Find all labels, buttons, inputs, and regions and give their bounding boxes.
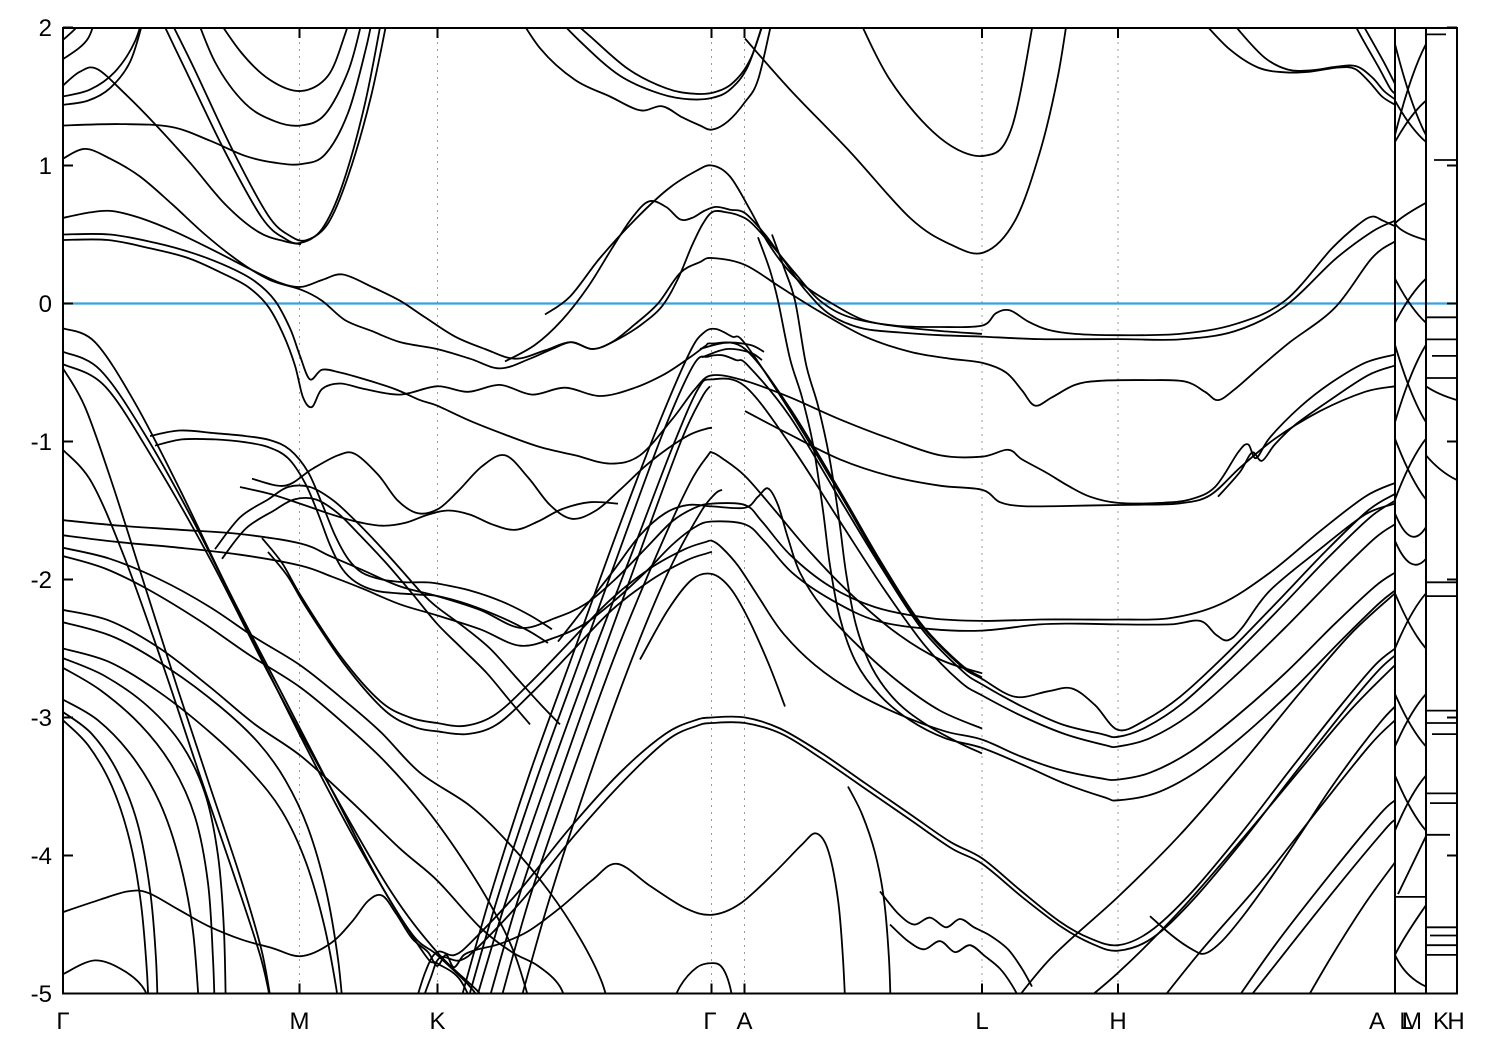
svg-text:M: M	[1402, 1008, 1422, 1035]
svg-text:K: K	[429, 1008, 445, 1035]
svg-text:2: 2	[39, 15, 52, 42]
svg-text:L: L	[975, 1008, 988, 1035]
svg-text:-3: -3	[31, 705, 52, 732]
svg-text:L: L	[1399, 1008, 1412, 1035]
svg-text:0: 0	[39, 291, 52, 318]
svg-text:H: H	[1109, 1008, 1126, 1035]
svg-text:K: K	[1433, 1008, 1449, 1035]
svg-text:1: 1	[39, 153, 52, 180]
svg-text:-4: -4	[31, 843, 52, 870]
svg-text:H: H	[1447, 1008, 1464, 1035]
svg-text:M: M	[290, 1008, 310, 1035]
svg-text:Γ: Γ	[703, 1008, 716, 1035]
svg-text:A: A	[1369, 1008, 1385, 1035]
svg-text:Γ: Γ	[56, 1008, 69, 1035]
svg-text:-5: -5	[31, 981, 52, 1008]
svg-text:-1: -1	[31, 429, 52, 456]
svg-text:A: A	[736, 1008, 752, 1035]
svg-text:-2: -2	[31, 567, 52, 594]
